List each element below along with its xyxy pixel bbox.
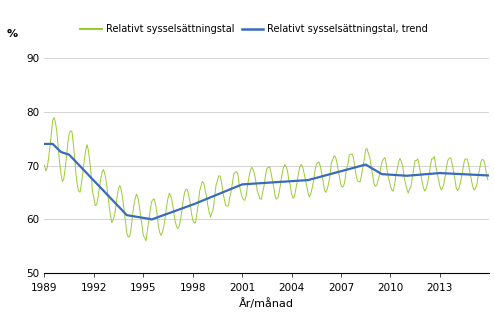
Text: %: % [6,29,18,39]
Legend: Relativt sysselsättningstal, Relativt sysselsättningstal, trend: Relativt sysselsättningstal, Relativt sy… [81,24,428,34]
X-axis label: År/månad: År/månad [239,298,294,309]
